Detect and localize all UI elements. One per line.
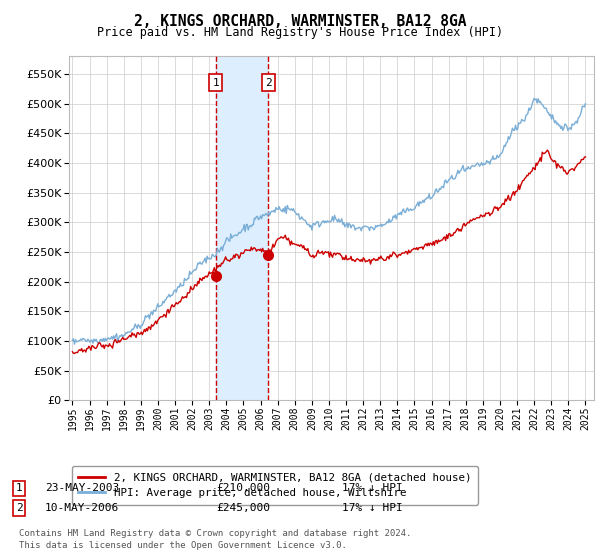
Text: 23-MAY-2003: 23-MAY-2003	[45, 483, 119, 493]
Text: £210,000: £210,000	[216, 483, 270, 493]
Text: Contains HM Land Registry data © Crown copyright and database right 2024.: Contains HM Land Registry data © Crown c…	[19, 530, 412, 539]
Text: 10-MAY-2006: 10-MAY-2006	[45, 503, 119, 513]
Bar	[216, 56, 268, 400]
Text: £245,000: £245,000	[216, 503, 270, 513]
Text: 2, KINGS ORCHARD, WARMINSTER, BA12 8GA: 2, KINGS ORCHARD, WARMINSTER, BA12 8GA	[134, 14, 466, 29]
Text: 2: 2	[16, 503, 23, 513]
Text: 17% ↓ HPI: 17% ↓ HPI	[342, 503, 403, 513]
Legend: 2, KINGS ORCHARD, WARMINSTER, BA12 8GA (detached house), HPI: Average price, det: 2, KINGS ORCHARD, WARMINSTER, BA12 8GA (…	[72, 466, 478, 505]
Text: 2: 2	[265, 78, 272, 88]
Text: 1: 1	[16, 483, 23, 493]
Text: 1: 1	[212, 78, 219, 88]
Text: This data is licensed under the Open Government Licence v3.0.: This data is licensed under the Open Gov…	[19, 541, 347, 550]
Text: Price paid vs. HM Land Registry's House Price Index (HPI): Price paid vs. HM Land Registry's House …	[97, 26, 503, 39]
Text: 17% ↓ HPI: 17% ↓ HPI	[342, 483, 403, 493]
